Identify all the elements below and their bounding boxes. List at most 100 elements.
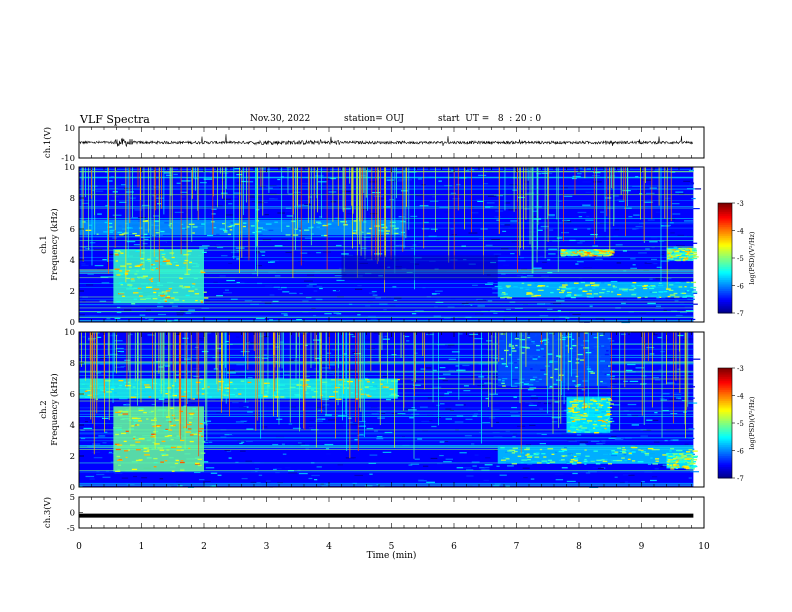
spectrogram-cell [493,373,501,376]
emission-cell [554,451,558,453]
narrowband-line [79,447,694,449]
spectrogram-cell [173,333,182,335]
emission-cell [572,411,578,414]
emission-cell [606,350,609,352]
spectrogram-cell [396,180,404,182]
spectrogram-cell [114,340,123,342]
emission-cell [162,260,169,262]
emission-cell [213,227,217,229]
emission-cell [573,382,579,384]
spectrogram-cell [123,187,131,190]
emission-cell [595,249,601,251]
spectrogram-cell [138,217,147,219]
spectrogram-cell [204,177,213,179]
sferic-streak [315,332,317,448]
emission-cell [513,450,518,453]
emission-cell [669,294,676,296]
emission-band [113,249,204,304]
sferic-streak [193,167,195,178]
spectrogram-cell [93,428,101,430]
emission-cell [104,221,109,224]
spectrogram-cell [269,193,277,195]
spectrogram-cell [660,253,665,255]
spectrogram-cell [230,251,239,253]
emission-cell [85,396,92,398]
spectrogram-cell [134,209,143,211]
emission-cell [134,273,138,275]
spectrogram-cell [102,259,107,261]
spectrogram-cell [375,297,381,299]
emission-cell [666,250,670,253]
spectrogram-cell [204,424,208,426]
spectrogram-cell [235,172,241,174]
emission-cell [608,403,614,405]
spectrogram-cell [300,167,306,169]
emission-cell [135,234,140,237]
spectrogram-cell [157,354,167,356]
emission-cell [120,283,124,286]
emission-cell [598,254,604,256]
spectrogram-cell [505,485,510,487]
emission-cell [579,425,583,427]
sferic-streak [225,167,227,189]
emission-cell [337,379,343,381]
spectrogram-cell [239,281,247,283]
colorbar-cell [718,221,732,224]
narrowband-line [79,240,694,241]
spectrogram-cell [426,481,435,483]
sferic-streak [221,332,223,402]
sferic-streak [660,167,662,282]
emission-cell [173,298,179,300]
emission-cell [674,252,681,254]
spectrogram-cell [528,404,537,407]
emission-cell [688,466,692,468]
quiet-region [341,255,498,281]
emission-cell [612,285,615,287]
emission-cell [514,366,518,369]
sferic-streak [620,167,622,195]
spectrogram-ytick: 2 [70,452,75,462]
spectrogram-cell [443,461,452,463]
sferic-streak [281,332,283,369]
emission-cell [686,291,691,293]
emission-cell [571,421,577,424]
spectrogram-cell [494,483,501,485]
emission-cell [682,465,689,467]
spectrogram-cell [486,376,492,378]
spectrogram-cell [428,175,434,178]
spectrogram-cell [464,305,471,307]
spectrogram-cell [612,382,618,384]
emission-cell [584,254,588,257]
emission-cell [650,285,656,287]
spectrogram-cell [363,236,371,239]
narrowband-line [79,200,694,201]
spectrogram-cell [307,409,317,412]
emission-cell [166,416,170,418]
spectrogram-cell [318,202,322,204]
sferic-streak [351,167,353,249]
emission-cell [242,222,247,224]
colorbar-cell [718,278,732,281]
colorbar-cell [718,399,732,402]
spectrogram-cell [319,216,323,218]
narrowband-line [79,236,694,237]
spectrogram-cell [474,454,479,456]
sferic-streak [357,332,359,452]
spectrogram-cell [203,441,209,444]
spectrogram-cell [147,334,155,336]
sferic-streak [151,332,153,390]
colorbar-cell [718,239,732,242]
emission-cell [152,297,158,300]
emission-cell [672,455,676,457]
spectrogram-cell [265,347,273,350]
spectrogram-cell [286,444,294,446]
sferic-streak [561,332,563,382]
emission-cell [670,466,674,468]
emission-cell [224,225,230,227]
sferic-streak [302,332,304,411]
sferic-streak [513,167,515,212]
emission-cell [234,223,240,225]
emission-cell [200,301,203,303]
sferic-streak [180,167,182,255]
emission-cell [138,420,142,422]
